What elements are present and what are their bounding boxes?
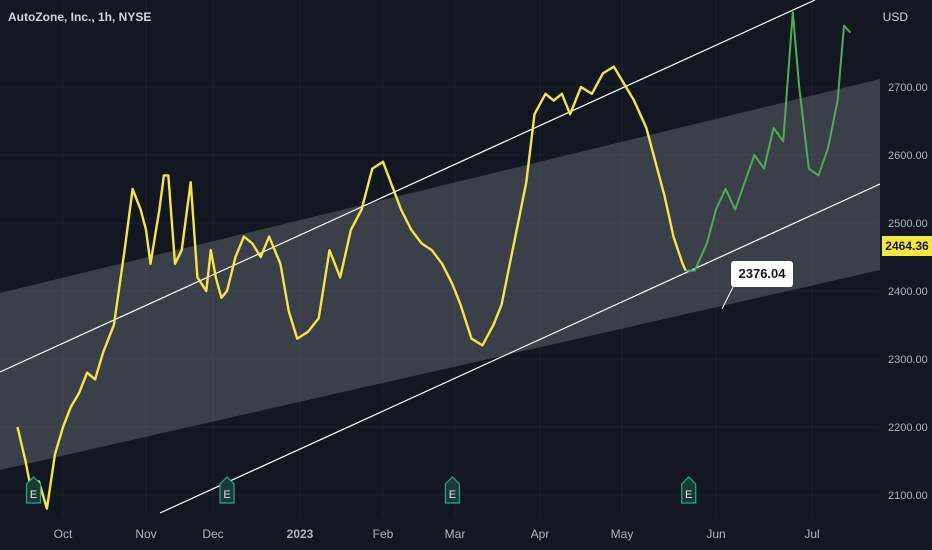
earnings-marker[interactable]: E: [444, 476, 461, 504]
y-tick-label: 2200.00: [888, 422, 928, 434]
earnings-marker[interactable]: E: [25, 476, 42, 504]
earnings-marker[interactable]: E: [219, 476, 235, 504]
currency-label: USD: [882, 10, 908, 24]
earnings-marker-shape: [219, 476, 235, 504]
x-tick-label: Oct: [54, 527, 73, 541]
earnings-marker-label: E: [223, 489, 230, 501]
y-tick-label: 2300.00: [888, 354, 928, 366]
upper-trendline: [0, 0, 816, 373]
earnings-marker-label: E: [449, 489, 456, 501]
series-line-primary: [16, 65, 687, 510]
x-tick-label: Jul: [804, 527, 819, 541]
chart-title: AutoZone, Inc., 1h, NYSE: [8, 10, 152, 24]
last-price-tag: 2464.36: [882, 236, 932, 256]
earnings-marker-label: E: [685, 489, 692, 501]
x-tick-label: May: [611, 527, 634, 541]
x-axis: Oct Nov Dec 2023 Feb Mar Apr May Jun Jul: [54, 527, 820, 541]
earnings-marker[interactable]: E: [681, 476, 697, 504]
x-tick-label: Jun: [706, 527, 725, 541]
earnings-marker-label: E: [30, 489, 37, 501]
y-tick-label: 2700.00: [888, 82, 928, 94]
x-tick-label: Mar: [445, 527, 466, 541]
x-tick-label: Nov: [135, 527, 156, 541]
x-tick-label: Feb: [373, 527, 394, 541]
y-tick-label: 2600.00: [888, 150, 928, 162]
earnings-marker-shape: [681, 476, 697, 504]
y-axis: 2100.00 2200.00 2300.00 2400.00 2500.00 2600.…: [888, 82, 928, 502]
earnings-marker-shape: [444, 476, 461, 504]
series-line-secondary: [685, 11, 852, 272]
y-tick-label: 2500.00: [888, 218, 928, 230]
earnings-marker-shape: [25, 476, 42, 504]
y-tick-label: 2400.00: [888, 286, 928, 298]
callout-pointer: [721, 286, 734, 310]
y-tick-label: 2100.00: [888, 490, 928, 502]
series-layer: [16, 11, 852, 510]
price-callout: 2376.04: [731, 261, 793, 287]
x-tick-label: Dec: [202, 527, 223, 541]
lower-trendline: [159, 183, 881, 514]
x-tick-label: Apr: [531, 527, 550, 541]
x-tick-label: 2023: [287, 527, 314, 541]
